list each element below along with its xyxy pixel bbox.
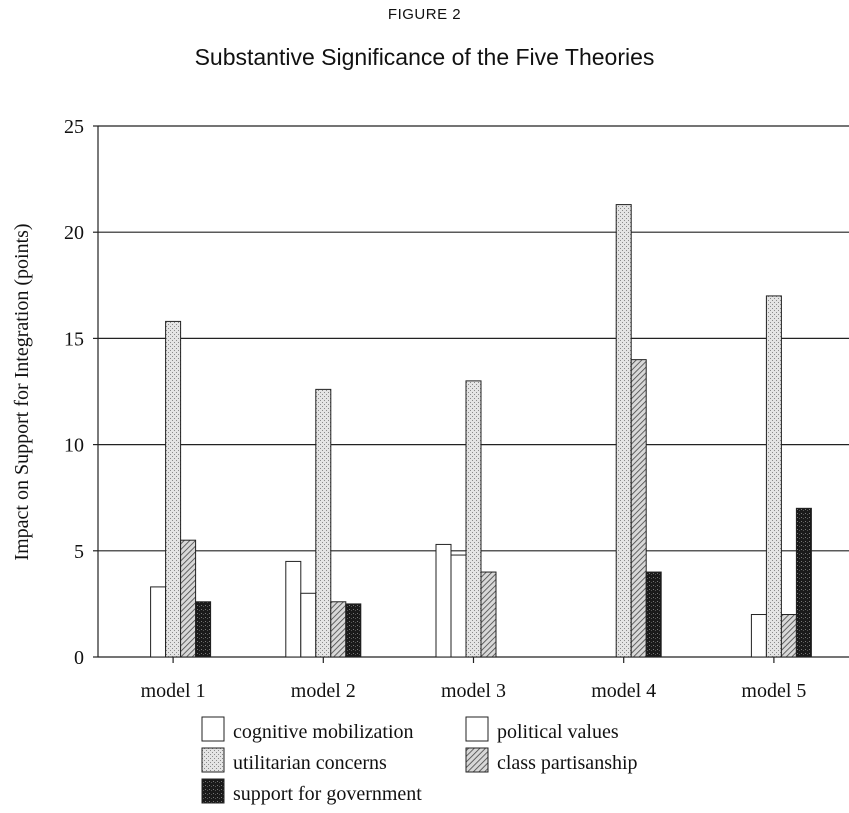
y-tick-label-0: 0 xyxy=(74,647,84,669)
legend-swatch xyxy=(201,778,225,804)
bar-class-partisanship-model-2 xyxy=(330,601,347,658)
bars xyxy=(150,204,812,658)
legend-swatch xyxy=(201,747,225,773)
x-axis-category-labels: model 1 model 2 model 3 model 4 model 5 xyxy=(141,657,806,702)
legend: cognitive mobilization political values ut… xyxy=(201,716,638,805)
bar-support-for-government-model-1 xyxy=(195,601,212,658)
bar-political-values-model-5 xyxy=(750,614,767,658)
bar-class-partisanship-model-5 xyxy=(780,614,797,658)
bar-utilitarian-concerns-model-4 xyxy=(615,204,632,658)
x-category-label: model 3 xyxy=(441,680,506,702)
x-category-label: model 2 xyxy=(291,680,356,702)
bar-cognitive-mobilization-model-2 xyxy=(285,560,302,658)
y-axis-tick-labels: 0 5 10 15 20 25 xyxy=(64,116,84,669)
legend-swatch xyxy=(465,747,489,773)
bar-political-values-model-2 xyxy=(300,592,317,658)
legend-label: utilitarian concerns xyxy=(233,752,387,774)
bar-class-partisanship-model-1 xyxy=(180,539,197,658)
bar-utilitarian-concerns-model-5 xyxy=(765,295,782,658)
legend-swatch xyxy=(465,716,489,742)
legend-label: support for government xyxy=(233,783,422,805)
bar-cognitive-mobilization-model-3 xyxy=(435,543,452,658)
bar-support-for-government-model-5 xyxy=(795,507,812,658)
bar-support-for-government-model-4 xyxy=(645,571,662,658)
y-tick-label-10: 10 xyxy=(64,435,84,457)
bar-class-partisanship-model-3 xyxy=(480,571,497,658)
x-category-label: model 5 xyxy=(741,680,806,702)
x-category-label: model 4 xyxy=(591,680,656,702)
bar-support-for-government-model-2 xyxy=(345,603,362,658)
bar-political-values-model-1 xyxy=(150,586,167,658)
y-tick-label-15: 15 xyxy=(64,328,84,350)
legend-label: class partisanship xyxy=(497,752,638,774)
x-category-label: model 1 xyxy=(141,680,206,702)
chart-title: Substantive Significance of the Five The… xyxy=(194,44,655,70)
legend-label: political values xyxy=(497,721,619,743)
figure-label: FIGURE 2 xyxy=(387,6,462,23)
y-tick-label-5: 5 xyxy=(74,541,84,563)
y-axis-label: Impact on Support for Integration (point… xyxy=(11,223,33,560)
legend-label: cognitive mobilization xyxy=(233,721,414,743)
legend-swatch xyxy=(201,716,225,742)
bar-class-partisanship-model-4 xyxy=(630,359,647,658)
y-tick-label-20: 20 xyxy=(64,222,84,244)
bar-utilitarian-concerns-model-2 xyxy=(315,388,332,658)
y-tick-label-25: 25 xyxy=(64,116,84,138)
bar-utilitarian-concerns-model-1 xyxy=(165,320,182,658)
bar-utilitarian-concerns-model-3 xyxy=(465,380,482,658)
bar-political-values-model-3 xyxy=(450,554,467,658)
